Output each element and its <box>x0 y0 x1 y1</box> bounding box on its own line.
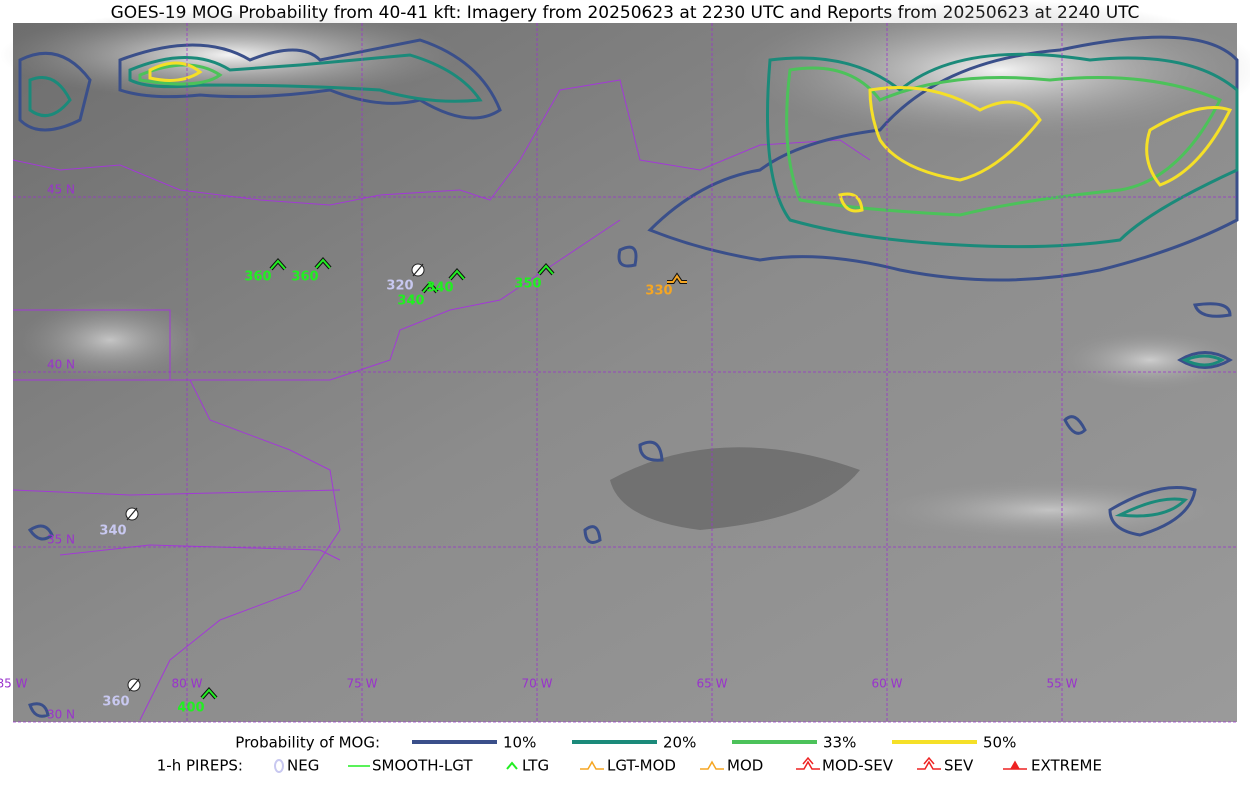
legend-icon <box>923 756 935 765</box>
lat-label: 45 N <box>47 183 75 197</box>
legend-label: SEV <box>944 757 974 775</box>
report-altitude: 360 <box>291 270 318 285</box>
legend-label: 50% <box>983 734 1016 752</box>
cloud <box>740 0 1250 140</box>
neg-icon-slash <box>126 507 138 521</box>
lon-label: 55 W <box>1047 677 1078 691</box>
legend-label: NEG <box>287 757 319 775</box>
legend-title: Probability of MOG: <box>235 734 380 752</box>
ltg-icon <box>449 269 465 280</box>
legend: Probability of MOG: 10% 20% 33% 50% 1-h PIREP… <box>157 734 1102 775</box>
legend-icon <box>802 756 814 765</box>
report-altitude: 360 <box>102 695 129 710</box>
ltg-icon <box>422 282 438 293</box>
legend-icon <box>917 760 941 770</box>
lat-label: 35 N <box>47 533 75 547</box>
legend-label: 33% <box>823 734 856 752</box>
mod-icon <box>667 274 687 283</box>
legend-icon <box>1003 760 1027 770</box>
ltg-icon <box>538 264 554 275</box>
lon-label: 60 W <box>872 677 903 691</box>
neg-icon-slash <box>128 678 140 692</box>
contours <box>18 35 1239 718</box>
report-altitude: 400 <box>177 701 204 716</box>
ltg-icon <box>270 259 286 270</box>
report-altitude: 340 <box>397 294 424 309</box>
legend-icon <box>274 759 284 773</box>
report-altitude: 340 <box>99 524 126 539</box>
lon-label: 85 W <box>0 677 28 691</box>
cloud <box>20 300 200 380</box>
ltg-icon <box>315 258 331 269</box>
report-altitude: 340 <box>426 281 453 296</box>
satellite-imagery <box>13 23 1237 722</box>
cloud <box>0 10 460 100</box>
lon-label: 75 W <box>347 677 378 691</box>
report-altitude: 350 <box>514 277 541 292</box>
lon-label: 65 W <box>697 677 728 691</box>
legend-label: 20% <box>663 734 696 752</box>
report-altitude: 320 <box>386 279 413 294</box>
legend-label: MOD-SEV <box>822 757 894 775</box>
lat-label: 40 N <box>47 358 75 372</box>
legend-icon <box>580 760 604 770</box>
legend-icon <box>796 760 820 770</box>
legend-label: EXTREME <box>1031 757 1102 775</box>
legend-label: LTG <box>522 757 549 775</box>
report-altitude: 360 <box>244 270 271 285</box>
lon-label: 70 W <box>522 677 553 691</box>
legend-label: LGT-MOD <box>607 757 676 775</box>
borders <box>12 79 871 721</box>
legend-title: 1-h PIREPS: <box>157 757 243 775</box>
cloud <box>1060 330 1240 390</box>
neg-icon-slash <box>412 263 424 277</box>
legend-label: MOD <box>727 757 763 775</box>
map: 85 W 80 W 75 W 70 W 65 W 60 W 55 W 45 N 40 N 35 N… <box>0 0 1250 723</box>
legend-label: SMOOTH-LGT <box>372 757 473 775</box>
legend-icon <box>700 760 724 770</box>
lon-label: 80 W <box>172 677 203 691</box>
legend-label: 10% <box>503 734 536 752</box>
report-altitude: 330 <box>645 284 672 299</box>
lat-label: 30 N <box>47 708 75 722</box>
dry-slot <box>610 447 860 530</box>
legend-icon <box>506 761 518 770</box>
ltg-icon <box>201 688 217 699</box>
